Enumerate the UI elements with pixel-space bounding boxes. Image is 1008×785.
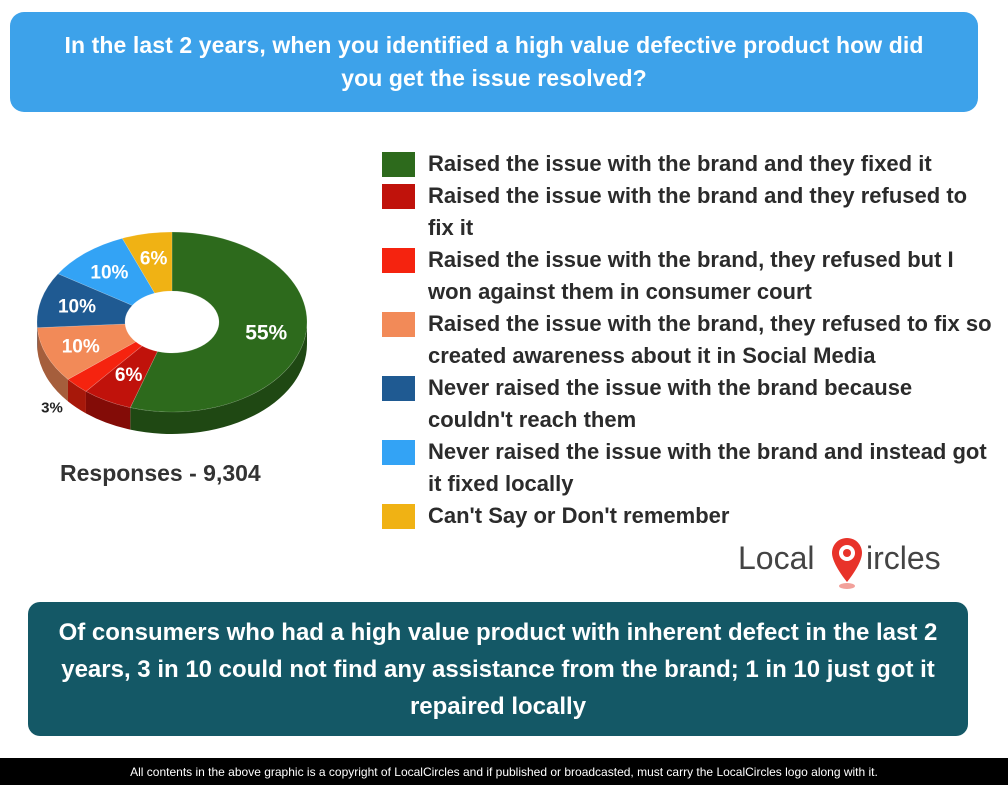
chart-legend: Raised the issue with the brand and they… (382, 148, 992, 532)
legend-item: Never raised the issue with the brand be… (382, 372, 992, 436)
question-title: In the last 2 years, when you identified… (64, 32, 924, 91)
slice-data-label: 10% (90, 262, 128, 283)
legend-swatch (382, 440, 415, 465)
logo-text-right: ircles (866, 540, 941, 576)
legend-item: Raised the issue with the brand and they… (382, 180, 992, 244)
pie-slice (36, 323, 137, 380)
donut-chart: 55% 6% 3% 10% 10% 10% 6% (36, 231, 308, 434)
legend-label: Raised the issue with the brand, they re… (428, 247, 954, 304)
legend-swatch (382, 152, 415, 177)
legend-swatch (382, 376, 415, 401)
pie-slice (36, 273, 133, 328)
donut-side-wall (67, 379, 86, 414)
copyright-footer: All contents in the above graphic is a c… (0, 758, 1008, 785)
summary-text: Of consumers who had a high value produc… (58, 618, 938, 720)
location-pin-icon (832, 538, 862, 589)
donut-side-walls (37, 322, 307, 434)
slice-data-label: 6% (140, 249, 168, 270)
summary-box: Of consumers who had a high value produc… (28, 602, 968, 736)
legend-swatch (382, 312, 415, 337)
responses-count: Responses - 9,304 (60, 460, 261, 486)
legend-label: Raised the issue with the brand, they re… (428, 311, 992, 368)
legend-label: Can't Say or Don't remember (428, 503, 730, 528)
legend-item: Raised the issue with the brand and they… (382, 148, 992, 180)
legend-label: Raised the issue with the brand and they… (428, 151, 932, 176)
localcircles-logo: Local ircles (738, 532, 968, 589)
pie-slice (129, 231, 308, 413)
slice-data-label: 10% (62, 337, 100, 358)
legend-swatch (382, 504, 415, 529)
pie-slice (121, 231, 173, 294)
legend-item: Raised the issue with the brand, they re… (382, 308, 992, 372)
donut-side-wall (130, 322, 307, 434)
legend-label: Never raised the issue with the brand be… (428, 375, 913, 432)
legend-item: Raised the issue with the brand, they re… (382, 244, 992, 308)
question-header: In the last 2 years, when you identified… (10, 12, 978, 112)
legend-label: Never raised the issue with the brand an… (428, 439, 987, 496)
donut-side-wall (85, 391, 131, 430)
pie-slice (67, 341, 143, 392)
legend-swatch (382, 248, 415, 273)
legend-item: Never raised the issue with the brand an… (382, 436, 992, 500)
slice-data-label: 10% (58, 296, 96, 317)
slice-data-label: 3% (41, 399, 63, 416)
logo-text-left: Local (738, 540, 815, 576)
copyright-text: All contents in the above graphic is a c… (130, 764, 878, 779)
legend-label: Raised the issue with the brand and they… (428, 183, 968, 240)
legend-item: Can't Say or Don't remember (382, 500, 992, 532)
donut-side-wall (37, 327, 68, 402)
legend-swatch (382, 184, 415, 209)
slice-data-label: 55% (245, 321, 287, 344)
pie-slice (57, 237, 156, 306)
slice-data-label: 6% (115, 365, 143, 386)
